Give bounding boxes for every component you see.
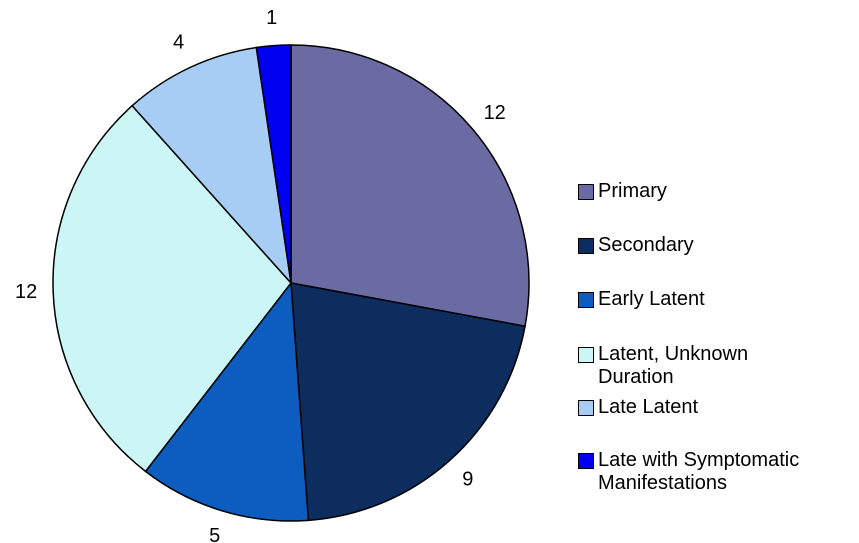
legend-label: Primary: [598, 180, 667, 202]
data-label: 12: [484, 102, 506, 124]
legend-item: Secondary: [578, 234, 828, 257]
legend-label: Early Latent: [598, 288, 705, 310]
legend-item: Early Latent: [578, 288, 828, 311]
legend-swatch: [578, 238, 594, 254]
pie-slice: [290, 44, 530, 328]
pie-slice: [131, 46, 293, 286]
pie-slice: [144, 280, 310, 522]
data-label: 9: [462, 469, 473, 491]
pie-slice: [290, 282, 526, 522]
legend-swatch: [578, 453, 594, 469]
legend-swatch: [578, 292, 594, 308]
pie-slice: [255, 44, 292, 284]
data-label: 1: [266, 7, 277, 29]
legend-label: Latent, Unknown Duration: [598, 343, 749, 388]
legend-label: Late Latent: [598, 396, 699, 418]
legend-swatch: [578, 400, 594, 416]
data-label: 12: [15, 281, 37, 303]
legend-item: Late Latent: [578, 396, 828, 419]
legend-label: Secondary: [598, 234, 694, 256]
legend-swatch: [578, 184, 594, 200]
data-label: 4: [173, 31, 184, 53]
pie-slice: [52, 104, 292, 473]
legend-item: Late with Symptomatic Manifestations: [578, 449, 828, 495]
legend-item: Primary: [578, 180, 828, 203]
data-label: 5: [209, 525, 220, 543]
legend-swatch: [578, 347, 594, 363]
legend-label: Late with Symptomatic Manifestations: [598, 449, 800, 494]
legend-item: Latent, Unknown Duration: [578, 343, 828, 389]
